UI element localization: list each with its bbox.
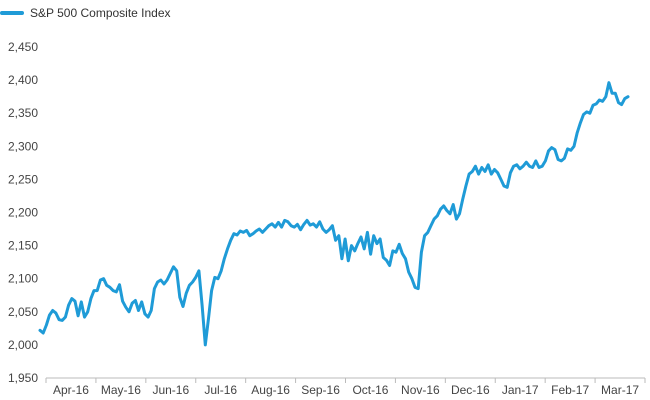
y-tick-label: 2,250	[8, 172, 38, 186]
y-tick-label: 2,050	[8, 305, 38, 319]
y-tick-label: 2,350	[8, 106, 38, 120]
y-tick-label: 2,450	[8, 40, 38, 54]
x-tick-label: Sep-16	[301, 383, 340, 397]
legend-label: S&P 500 Composite Index	[30, 6, 171, 20]
x-tick-label: Apr-16	[53, 383, 89, 397]
legend-swatch	[0, 11, 24, 15]
x-tick-label: Dec-16	[451, 383, 490, 397]
x-tick-label: Nov-16	[401, 383, 440, 397]
legend: S&P 500 Composite Index	[0, 6, 171, 20]
x-tick-label: Jan-17	[502, 383, 539, 397]
x-tick-label: Oct-16	[352, 383, 388, 397]
y-tick-label: 2,100	[8, 272, 38, 286]
x-tick-label: Mar-17	[601, 383, 639, 397]
x-tick-label: Aug-16	[251, 383, 290, 397]
y-tick-label: 2,400	[8, 73, 38, 87]
y-tick-label: 2,000	[8, 338, 38, 352]
series-line	[38, 81, 630, 347]
x-tick-label: Feb-17	[551, 383, 589, 397]
y-tick-label: 2,200	[8, 206, 38, 220]
y-tick-label: 2,300	[8, 139, 38, 153]
y-tick-label: 2,150	[8, 239, 38, 253]
y-tick-label: 1,950	[8, 371, 38, 385]
x-tick-label: May-16	[101, 383, 141, 397]
x-tick-label: Jul-16	[204, 383, 237, 397]
x-tick-label: Jun-16	[152, 383, 189, 397]
